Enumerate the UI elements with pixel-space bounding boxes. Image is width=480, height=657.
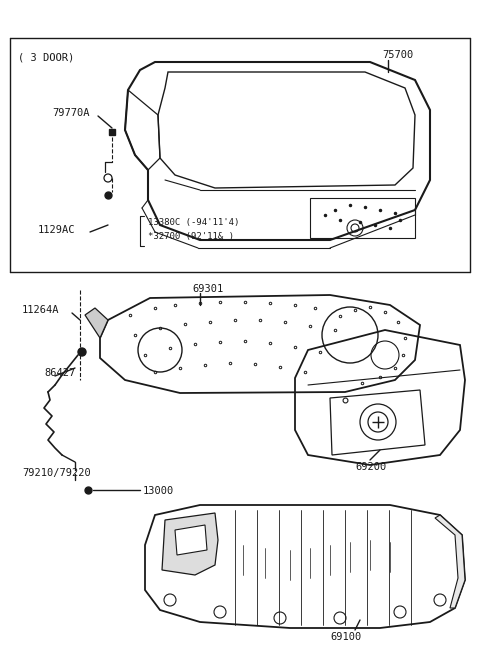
Text: 11264A: 11264A — [22, 305, 60, 315]
Text: 79770A: 79770A — [52, 108, 89, 118]
Polygon shape — [175, 525, 207, 555]
Text: 13380C (-94'11'4): 13380C (-94'11'4) — [148, 218, 240, 227]
Text: 69100: 69100 — [330, 632, 361, 642]
Polygon shape — [85, 308, 108, 338]
Text: 86427: 86427 — [44, 368, 75, 378]
Polygon shape — [435, 515, 465, 608]
Text: 13000: 13000 — [143, 486, 174, 496]
Text: 69301: 69301 — [192, 284, 223, 294]
Polygon shape — [162, 513, 218, 575]
Text: 1129AC: 1129AC — [38, 225, 75, 235]
Text: 69200: 69200 — [355, 462, 386, 472]
Text: *32700 (92'11& ): *32700 (92'11& ) — [148, 232, 234, 241]
Circle shape — [78, 348, 86, 356]
Text: 75700: 75700 — [382, 50, 413, 60]
Text: 79210/79220: 79210/79220 — [22, 468, 91, 478]
Text: ( 3 DOOR): ( 3 DOOR) — [18, 52, 74, 62]
